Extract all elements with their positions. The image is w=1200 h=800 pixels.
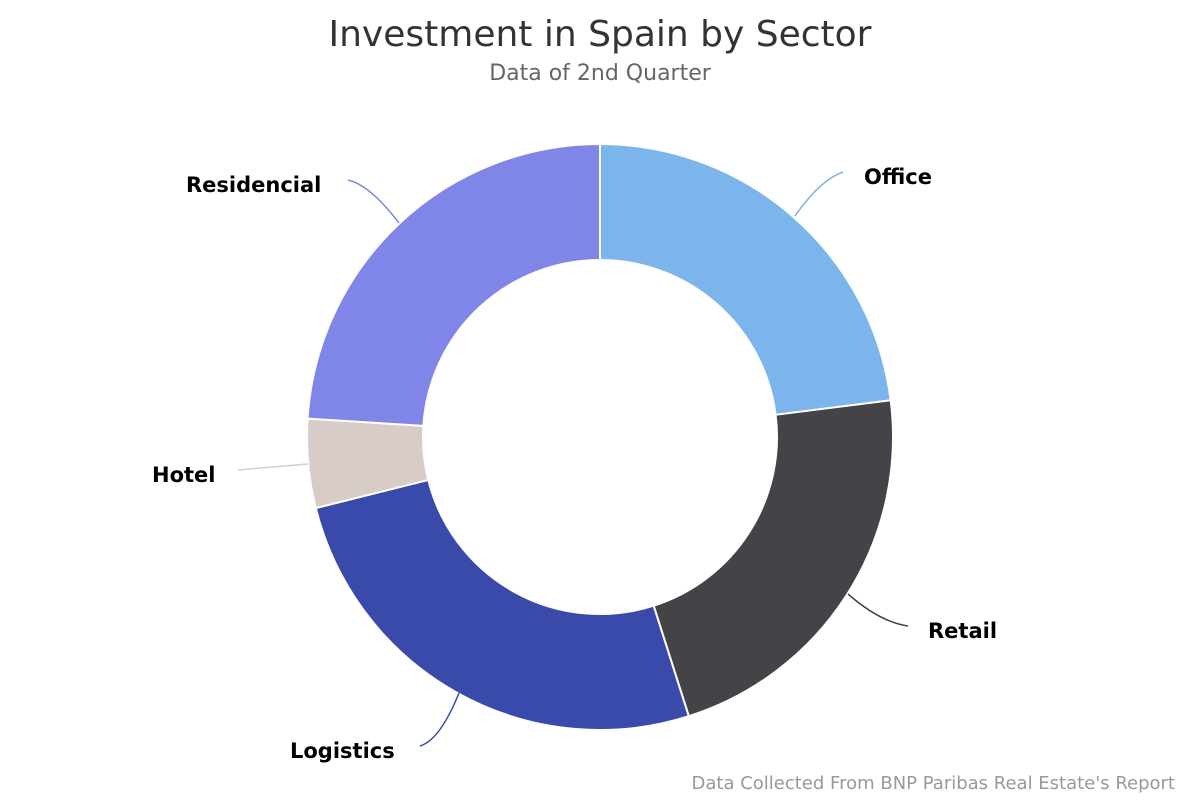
donut-slices <box>306 143 894 731</box>
label-residencial: Residencial <box>186 173 321 197</box>
chart-title: Investment in Spain by Sector <box>328 14 872 55</box>
slice-residencial[interactable] <box>306 143 601 427</box>
connector-logistics <box>419 692 460 747</box>
connector-retail <box>847 593 909 627</box>
label-office: Office <box>864 165 932 189</box>
chart-subtitle: Data of 2nd Quarter <box>489 61 711 86</box>
label-retail: Retail <box>928 619 997 643</box>
connector-office <box>794 171 844 217</box>
chart-credits[interactable]: Data Collected From BNP Paribas Real Est… <box>691 773 1176 794</box>
connector-hotel <box>237 463 309 471</box>
slice-office[interactable] <box>599 143 892 416</box>
data-labels: Office Retail Logistics Hotel Residencial <box>152 165 997 763</box>
label-connectors <box>237 171 909 747</box>
label-logistics: Logistics <box>290 739 395 763</box>
slice-logistics[interactable] <box>314 478 690 731</box>
label-hotel: Hotel <box>152 463 215 487</box>
connector-residencial <box>347 179 400 224</box>
slice-retail[interactable] <box>652 399 894 718</box>
